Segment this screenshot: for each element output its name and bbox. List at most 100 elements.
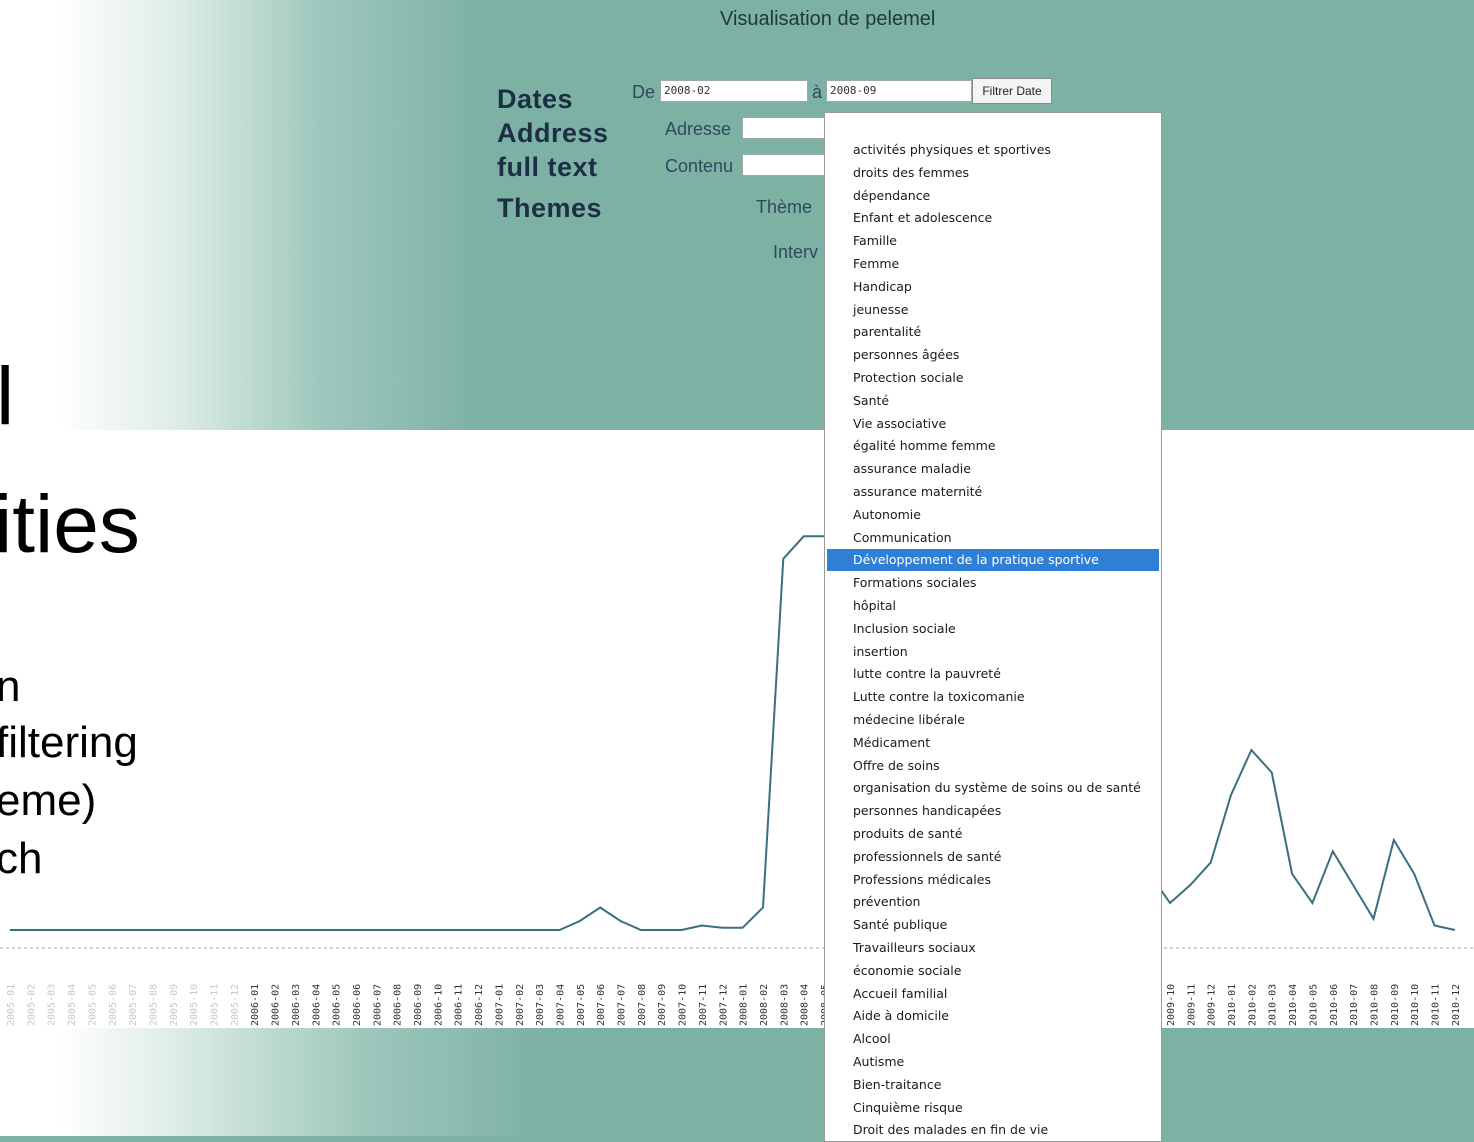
footer-background <box>0 1028 1474 1136</box>
dropdown-option[interactable]: prévention <box>853 894 921 910</box>
x-tick-label: 2006-05 <box>332 984 343 1026</box>
x-tick-label: 2009-10 <box>1166 984 1177 1026</box>
x-tick-label: 2009-12 <box>1207 984 1218 1026</box>
x-tick-label: 2006-12 <box>474 984 485 1026</box>
x-tick-label: 2005-04 <box>67 984 78 1026</box>
dropdown-option[interactable]: Protection sociale <box>853 370 964 385</box>
theme-label: Thème <box>756 197 813 217</box>
dropdown-option[interactable]: Bien-traitance <box>853 1076 942 1092</box>
dropdown-option[interactable]: dépendance <box>853 187 931 203</box>
dropdown-option[interactable]: lutte contre la pauvreté <box>853 666 1001 682</box>
x-tick-label: 2005-05 <box>87 984 98 1026</box>
dropdown-option[interactable]: professionnels de santé <box>853 848 1002 864</box>
x-tick-label: 2010-05 <box>1308 984 1319 1026</box>
dropdown-option[interactable]: égalité homme femme <box>853 438 996 454</box>
dropdown-option[interactable]: Aide à domicile <box>853 1008 949 1024</box>
x-tick-label: 2007-04 <box>555 984 566 1026</box>
series-line <box>10 535 1456 931</box>
x-tick-label: 2009-11 <box>1186 984 1197 1026</box>
slide-text-fragment: filtering <box>0 718 138 767</box>
x-tick-label: 2006-03 <box>291 984 302 1026</box>
dropdown-option[interactable]: Formations sociales <box>853 575 977 591</box>
address-label: Address <box>497 118 609 148</box>
dropdown-option[interactable]: Santé <box>853 392 890 408</box>
x-tick-label: 2010-09 <box>1390 984 1401 1026</box>
dropdown-option[interactable]: activités physiques et sportives <box>853 142 1051 157</box>
x-tick-label: 2010-03 <box>1268 984 1279 1026</box>
slide-text-fragment: ch <box>0 834 43 883</box>
themes-label: Themes <box>497 193 603 223</box>
x-tick-label: 2005-02 <box>26 984 37 1026</box>
dropdown-option[interactable]: Lutte contre la toxicomanie <box>853 689 1025 705</box>
x-tick-label: 2005-08 <box>148 984 159 1026</box>
dropdown-option[interactable]: droits des femmes <box>853 164 970 180</box>
x-tick-label: 2010-01 <box>1227 984 1238 1026</box>
dropdown-option[interactable]: Femme <box>853 256 900 271</box>
dropdown-option[interactable]: assurance maternité <box>853 484 983 499</box>
adresse-input[interactable] <box>742 117 826 139</box>
dropdown-option[interactable]: Offre de soins <box>853 757 940 773</box>
dropdown-option[interactable]: jeunesse <box>853 301 909 317</box>
dropdown-option[interactable]: produits de santé <box>853 826 963 841</box>
filter-date-button[interactable]: Filtrer Date <box>972 78 1052 104</box>
x-tick-label: 2010-04 <box>1288 984 1299 1026</box>
x-tick-label: 2006-08 <box>393 984 404 1026</box>
dropdown-option[interactable]: médecine libérale <box>853 712 965 727</box>
x-tick-label: 2008-02 <box>759 984 770 1026</box>
dropdown-option[interactable]: personnes âgées <box>853 347 960 363</box>
dropdown-option[interactable]: économie sociale <box>853 962 962 978</box>
app-title: Visualisation de pelemel <box>720 8 936 30</box>
from-date-input[interactable]: 2008-02 <box>660 80 808 102</box>
dropdown-option[interactable]: Communication <box>853 529 952 545</box>
x-tick-label: 2006-02 <box>271 984 282 1026</box>
x-tick-label: 2010-02 <box>1247 984 1258 1026</box>
x-tick-label: 2010-07 <box>1349 984 1360 1026</box>
x-tick-label: 2008-03 <box>779 984 790 1026</box>
x-tick-label: 2007-07 <box>617 984 628 1026</box>
dropdown-option[interactable]: Droit des malades en fin de vie <box>853 1122 1049 1138</box>
theme-dropdown-list[interactable]: activités physiques et sportives droits d… <box>824 112 1162 1142</box>
dropdown-option[interactable]: hôpital <box>853 598 897 613</box>
x-tick-label: 2007-10 <box>678 984 689 1026</box>
x-tick-label: 2006-06 <box>352 984 363 1026</box>
dropdown-option[interactable]: Développement de la pratique sportive <box>827 549 1159 572</box>
dropdown-option[interactable]: Professions médicales <box>853 871 991 887</box>
to-date-input[interactable]: 2008-09 <box>826 80 972 102</box>
dropdown-option[interactable]: Famille <box>853 233 897 249</box>
dropdown-option[interactable]: Santé publique <box>853 917 948 933</box>
x-tick-label: 2010-12 <box>1451 984 1462 1026</box>
dropdown-option[interactable]: assurance maladie <box>853 461 971 477</box>
dropdown-option[interactable]: Vie associative <box>853 415 947 431</box>
x-tick-label: 2010-10 <box>1410 984 1421 1026</box>
timeline-chart: 2005-01 2005-02 2005-03 2005-04 2005-05 2005-… <box>0 535 1474 1026</box>
x-tick-label: 2006-07 <box>372 984 383 1026</box>
contenu-input[interactable] <box>742 154 826 176</box>
dropdown-option[interactable]: Cinquième risque <box>853 1099 963 1115</box>
x-tick-label: 2008-04 <box>800 984 811 1026</box>
x-tick-label: 2007-12 <box>718 984 729 1026</box>
dropdown-option[interactable]: parentalité <box>853 324 922 340</box>
dropdown-option[interactable]: Inclusion sociale <box>853 620 956 636</box>
dropdown-option[interactable]: Accueil familial <box>853 985 948 1001</box>
x-tick-label: 2005-11 <box>210 984 221 1026</box>
dropdown-option[interactable]: organisation du système de soins ou de s… <box>853 780 1141 796</box>
dropdown-option[interactable]: Alcool <box>853 1031 891 1047</box>
dropdown-option[interactable]: Médicament <box>853 734 931 750</box>
from-label: De <box>632 82 656 102</box>
dropdown-option[interactable]: Enfant et adolescence <box>853 210 993 226</box>
x-tick-label: 2005-07 <box>128 984 139 1026</box>
dropdown-option[interactable]: insertion <box>853 643 908 659</box>
contenu-label: Contenu <box>665 156 734 176</box>
dropdown-option[interactable]: Autisme <box>853 1054 905 1069</box>
x-tick-label: 2010-08 <box>1369 984 1380 1026</box>
dropdown-option[interactable]: Autonomie <box>853 506 921 522</box>
x-tick-label: 2005-10 <box>189 984 200 1026</box>
dropdown-option[interactable]: Travailleurs sociaux <box>853 940 976 955</box>
x-tick-label: 2007-11 <box>698 984 709 1026</box>
slide-text-fragment: eme) <box>0 776 97 825</box>
x-tick-label: 2007-02 <box>515 984 526 1026</box>
dropdown-option[interactable]: Handicap <box>853 278 912 294</box>
intervenant-label: Interv <box>773 242 819 262</box>
fulltext-label: full text <box>497 152 598 182</box>
dropdown-option[interactable]: personnes handicapées <box>853 803 1002 819</box>
